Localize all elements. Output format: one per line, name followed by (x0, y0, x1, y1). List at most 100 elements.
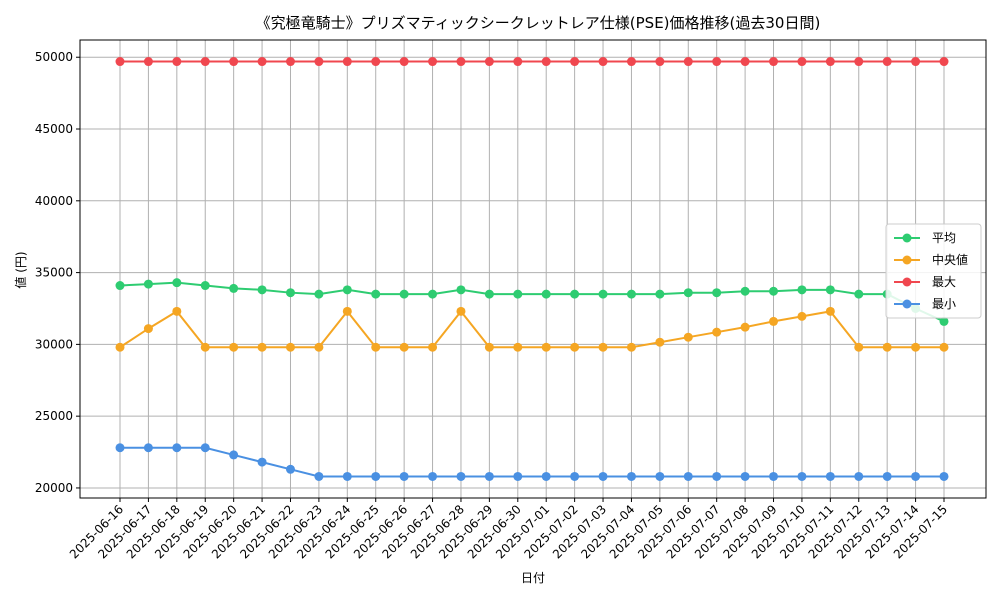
data-point (570, 57, 580, 67)
data-point (911, 471, 921, 481)
data-point (257, 342, 267, 352)
data-point (285, 57, 295, 67)
data-point (626, 342, 636, 352)
data-point (626, 289, 636, 299)
data-point (229, 342, 239, 352)
data-point (598, 289, 608, 299)
legend-swatch-marker (902, 299, 912, 309)
data-point (200, 342, 210, 352)
data-point (456, 285, 466, 295)
data-point (769, 57, 779, 67)
data-point (115, 57, 125, 67)
x-axis-ticks: 2025-06-162025-06-172025-06-182025-06-19… (67, 498, 950, 561)
data-point (143, 443, 153, 453)
x-axis-label: 日付 (521, 571, 545, 585)
data-point (513, 471, 523, 481)
data-point (712, 327, 722, 337)
data-point (172, 57, 182, 67)
data-point (797, 285, 807, 295)
data-point (541, 289, 551, 299)
data-point (541, 57, 551, 67)
data-point (683, 471, 693, 481)
data-point (769, 471, 779, 481)
series-line (120, 446, 944, 478)
data-point (740, 57, 750, 67)
data-point (797, 57, 807, 67)
data-point (342, 57, 352, 67)
data-point (143, 324, 153, 334)
data-point (456, 306, 466, 316)
data-point (825, 285, 835, 295)
data-point (683, 332, 693, 342)
data-point (513, 342, 523, 352)
data-point (541, 471, 551, 481)
data-point (570, 289, 580, 299)
data-point (484, 289, 494, 299)
data-point (342, 306, 352, 316)
data-point (257, 457, 267, 467)
data-point (342, 471, 352, 481)
data-point (854, 57, 864, 67)
data-point (200, 57, 210, 67)
legend-box (885, 223, 982, 319)
series-3 (115, 57, 949, 67)
data-point (513, 57, 523, 67)
series-4 (115, 443, 949, 481)
data-point (939, 342, 949, 352)
data-point (456, 471, 466, 481)
data-point (769, 286, 779, 296)
data-point (428, 289, 438, 299)
data-point (143, 57, 153, 67)
data-point (371, 289, 381, 299)
data-point (484, 57, 494, 67)
data-point (740, 471, 750, 481)
data-point (882, 342, 892, 352)
data-point (371, 57, 381, 67)
series-1 (115, 278, 949, 326)
data-point (939, 57, 949, 67)
data-point (655, 289, 665, 299)
data-point (314, 342, 324, 352)
series-line (119, 281, 945, 323)
data-point (257, 285, 267, 295)
data-point (428, 342, 438, 352)
legend-label: 中央値 (932, 252, 968, 267)
data-point (285, 342, 295, 352)
data-point (825, 306, 835, 316)
data-point (854, 471, 864, 481)
data-point (399, 289, 409, 299)
grid (80, 40, 986, 498)
data-point (371, 342, 381, 352)
data-point (200, 281, 210, 291)
legend-swatch-marker (902, 233, 912, 243)
data-point (626, 471, 636, 481)
y-tick-label: 25000 (35, 409, 73, 423)
series-layer (115, 57, 949, 481)
data-point (115, 342, 125, 352)
data-point (115, 443, 125, 453)
data-point (399, 57, 409, 67)
data-point (683, 288, 693, 298)
data-point (172, 306, 182, 316)
legend-swatch-marker (902, 277, 912, 287)
data-point (712, 471, 722, 481)
data-point (456, 57, 466, 67)
data-point (683, 57, 693, 67)
data-point (399, 471, 409, 481)
data-point (428, 57, 438, 67)
data-point (513, 289, 523, 299)
plot-area-frame (79, 39, 987, 499)
y-axis-label: 値 (円) (13, 251, 28, 288)
data-point (598, 342, 608, 352)
data-point (342, 285, 352, 295)
data-point (911, 57, 921, 67)
data-point (570, 342, 580, 352)
y-axis-ticks: 20000 25000 30000 35000 40000 45000 50000 (35, 50, 80, 495)
data-point (484, 471, 494, 481)
data-point (626, 57, 636, 67)
y-tick-label: 40000 (35, 194, 73, 208)
data-point (229, 283, 239, 293)
data-point (825, 471, 835, 481)
legend-label: 平均 (932, 231, 956, 245)
data-point (257, 57, 267, 67)
